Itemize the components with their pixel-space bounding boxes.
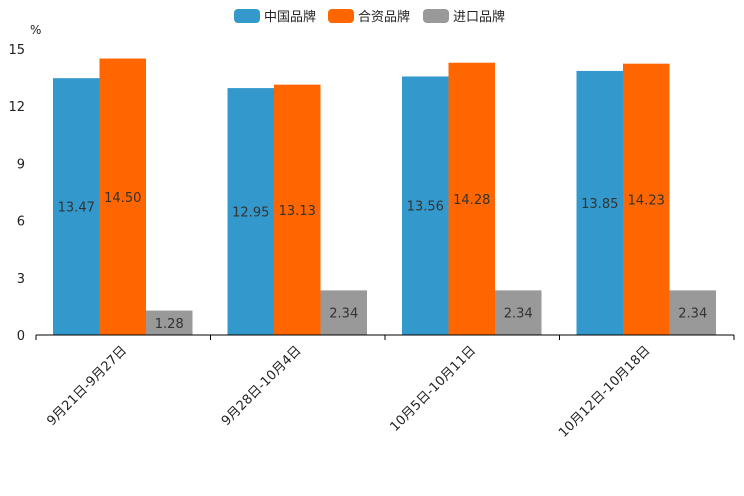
value-label: 14.50 xyxy=(104,191,141,206)
bar-1-1 xyxy=(53,78,100,335)
legend-label: 中国品牌 xyxy=(264,9,316,25)
y-axis: 0 3 6 9 12 15 xyxy=(8,43,25,344)
legend-label: 合资品牌 xyxy=(358,9,410,25)
bar-1-3 xyxy=(402,76,449,336)
value-label: 14.28 xyxy=(453,193,490,208)
bar-2-1 xyxy=(99,58,146,336)
bar-2-4 xyxy=(623,63,670,335)
value-label: 13.85 xyxy=(581,197,618,212)
value-label: 14.23 xyxy=(628,193,665,208)
x-tick-label: 9月21日-9月27日 xyxy=(44,343,130,429)
value-label: 13.13 xyxy=(279,204,316,219)
y-tick-label: 6 xyxy=(17,215,25,230)
value-label: 12.95 xyxy=(232,206,269,221)
x-tick-label: 10月12日-10月18日 xyxy=(556,343,653,440)
value-label: 13.47 xyxy=(58,201,95,216)
x-axis: 9月21日-9月27日 9月28日-10月4日 10月5日-10月11日 10月12日… xyxy=(35,335,735,441)
bar-3-4 xyxy=(669,290,716,335)
bar-2-2 xyxy=(274,84,321,335)
legend-item-1[interactable]: 中国品牌 xyxy=(234,9,316,25)
y-tick-label: 3 xyxy=(17,272,25,287)
value-label: 2.34 xyxy=(678,307,707,322)
value-label: 13.56 xyxy=(407,200,444,215)
legend: 中国品牌 合资品牌 进口品牌 xyxy=(234,9,505,25)
legend-item-3[interactable]: 进口品牌 xyxy=(423,9,505,25)
legend-swatch xyxy=(423,9,449,23)
legend-swatch xyxy=(328,9,354,23)
x-tick-label: 9月28日-10月4日 xyxy=(219,343,305,429)
legend-swatch xyxy=(234,9,260,23)
value-label: 2.34 xyxy=(329,307,358,322)
y-tick-label: 9 xyxy=(17,157,25,172)
bar-1-4 xyxy=(576,70,623,335)
value-labels: 13.47 12.95 13.56 13.85 14.50 13.13 14.28 14.23… xyxy=(58,191,708,332)
bar-2-3 xyxy=(448,62,495,336)
bar-3-3 xyxy=(495,290,542,335)
bars xyxy=(53,58,716,336)
bar-3-1 xyxy=(146,310,193,335)
legend-label: 进口品牌 xyxy=(453,9,505,25)
x-tick-label: 10月5日-10月11日 xyxy=(387,343,479,435)
value-label: 2.34 xyxy=(504,307,533,322)
value-label: 1.28 xyxy=(155,317,184,332)
y-axis-unit-label: % xyxy=(30,23,41,37)
bar-3-2 xyxy=(320,290,367,335)
y-tick-label: 15 xyxy=(8,43,25,58)
legend-item-2[interactable]: 合资品牌 xyxy=(328,9,410,25)
y-tick-label: 12 xyxy=(8,100,25,115)
bar-1-2 xyxy=(227,88,274,335)
y-tick-label: 0 xyxy=(17,329,25,344)
